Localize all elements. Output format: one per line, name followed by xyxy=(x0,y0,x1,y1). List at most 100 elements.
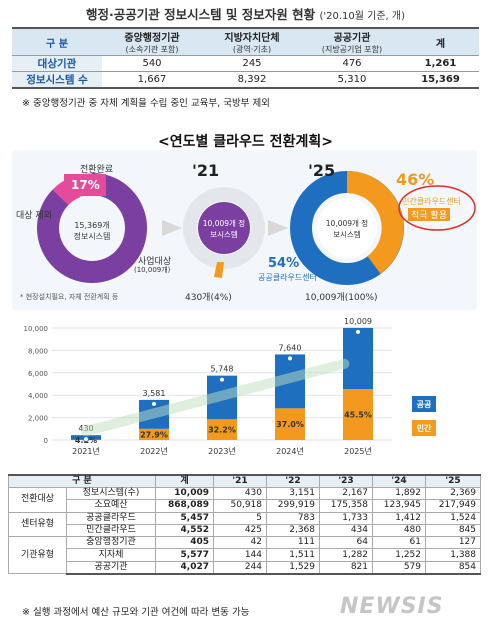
trend-arrow xyxy=(81,358,350,437)
summary-header-0: 구 분 xyxy=(12,27,102,56)
detail-note: ※ 실행 과정에서 예산 규모와 기관 여건에 따라 변동 가능 xyxy=(22,607,250,618)
table-cell: 2,369 xyxy=(425,486,481,501)
table-cell: 430 xyxy=(213,486,267,501)
table-cell: 783 xyxy=(266,511,320,525)
legend-label: 민간 xyxy=(417,423,432,433)
table-cell: 64 xyxy=(319,536,373,550)
y-tick-label: 6,000 xyxy=(28,370,48,378)
bar-private xyxy=(207,419,237,440)
row-group: 기관유형 xyxy=(8,536,67,575)
table-cell: 5,457 xyxy=(155,511,214,525)
legend-swatch xyxy=(412,420,436,436)
title-text: 행정·공공기관 정보시스템 및 정보자원 현황 xyxy=(85,7,316,22)
summary-row: 정보시스템 수 1,667 8,392 5,310 15,369 xyxy=(12,71,479,89)
summary-table: 구 분 중앙행정기관 (소속기관 포함) 지방자치단체 (광역·기초) 공공기관 (지… xyxy=(12,27,479,89)
table-cell: 127 xyxy=(425,536,481,550)
plan-title: <연도별 클라우드 전환계획> xyxy=(158,134,333,150)
bar-marker xyxy=(355,328,361,335)
detail-header: 구 분 xyxy=(8,474,156,488)
detail-header: '21 xyxy=(213,474,267,488)
donut-25-center-label: 10,009개 정보시스템 xyxy=(325,219,369,239)
table-cell: 434 xyxy=(319,523,373,538)
table-cell: 144 xyxy=(213,548,267,562)
summary-row: 대상기관 540 245 476 1,261 xyxy=(12,55,479,72)
summary-cell: 540 xyxy=(102,55,202,72)
x-tick-label: 2022년 xyxy=(140,446,168,456)
year-25-label: '25 xyxy=(308,161,336,180)
table-cell: 480 xyxy=(372,523,426,538)
summary-row-label: 대상기관 xyxy=(12,55,102,72)
bar-total-label: 7,640 xyxy=(279,343,302,352)
bar-total-label: 5,748 xyxy=(211,365,234,374)
summary-header-4: 계 xyxy=(402,27,479,56)
table-cell: 1,412 xyxy=(372,511,426,525)
table-cell: 1,733 xyxy=(319,511,373,525)
summary-cell: 1,667 xyxy=(102,71,202,89)
detail-table: 구 분 계 '21 '22 '23 '24 '25 전환대상 정보시스템(수) 10… xyxy=(8,474,481,575)
summary-cell: 15,369 xyxy=(402,71,479,89)
target-segment xyxy=(37,173,147,283)
summary-note: ※ 중앙행정기관 중 자체 계획을 수립 중인 교육부, 국방부 제외 xyxy=(22,98,270,109)
table-cell: 868,089 xyxy=(155,499,214,513)
table-cell: 5 xyxy=(213,511,267,525)
table-cell: 845 xyxy=(425,523,481,538)
table-cell: 299,919 xyxy=(266,499,320,513)
private-pct: 46% xyxy=(396,170,435,189)
table-cell: 61 xyxy=(372,536,426,550)
donut-21-center-label: 10,009개 정보시스템 xyxy=(202,219,246,239)
completed-label: 전환완료 xyxy=(80,165,114,175)
table-row: 센터유형 공공클라우드 5,457 5 783 1,733 1,412 1,524 xyxy=(8,511,481,538)
bar-private xyxy=(343,388,373,440)
bar-marker xyxy=(287,355,293,362)
table-cell: 4,552 xyxy=(155,523,214,538)
summary-header-2: 지방자치단체 (광역·기초) xyxy=(202,27,302,56)
table-cell: 217,949 xyxy=(425,499,481,513)
row-label: 지자체 xyxy=(66,548,156,562)
table-cell: 123,945 xyxy=(372,499,426,513)
table-cell: 425 xyxy=(213,523,267,538)
table-cell: 579 xyxy=(372,560,426,575)
y-tick-label: 0 xyxy=(44,437,48,445)
row-group: 전환대상 xyxy=(8,487,67,513)
target-sub: (10,009개) xyxy=(134,266,171,274)
row-label: 민간클라우드 xyxy=(66,523,156,538)
row-label: 공공클라우드 xyxy=(66,511,156,525)
x-tick-label: 2024년 xyxy=(276,446,304,456)
bar-private xyxy=(139,428,169,440)
table-cell: 821 xyxy=(319,560,373,575)
table-cell: 2,368 xyxy=(266,523,320,538)
year-21-label: '21 xyxy=(192,161,220,180)
donut-25-caption: 10,009개(100%) xyxy=(305,293,378,303)
table-row: 지자체 5,577 144 1,511 1,282 1,252 1,388 xyxy=(9,548,481,562)
table-cell: 3,151 xyxy=(266,486,320,501)
detail-header: '23 xyxy=(319,474,373,488)
page-title: 행정·공공기관 정보시스템 및 정보자원 현황 ('20.10월 기준, 개) xyxy=(0,4,491,23)
summary-cell: 245 xyxy=(202,55,302,72)
highlight-circle xyxy=(398,185,476,231)
arrow-icon xyxy=(162,220,182,236)
legend-label: 공공 xyxy=(417,400,432,409)
table-cell: 4,027 xyxy=(155,560,214,575)
table-row: 공공기관 4,027 244 1,529 821 579 854 xyxy=(9,560,481,575)
bar-marker xyxy=(219,376,225,383)
private-pct-label: 45.5% xyxy=(344,410,372,419)
table-row: 기관유형 중앙행정기관 405 42 111 64 61 127 xyxy=(8,536,481,575)
public-label: 공공클라우드센터 xyxy=(258,273,317,282)
table-row: 소요예산 868,089 50,918 299,919 175,358 123,945 21… xyxy=(9,499,481,513)
private-pct-label: 37.0% xyxy=(276,420,304,429)
target-label: 사업대상 xyxy=(138,257,172,267)
completed-box xyxy=(64,174,106,196)
detail-header: 계 xyxy=(155,474,214,488)
table-cell: 50,918 xyxy=(213,499,267,513)
bar-marker xyxy=(151,400,157,407)
private-pct-label: 32.2% xyxy=(208,426,236,435)
completed-pct: 17% xyxy=(71,178,100,192)
summary-header-1: 중앙행정기관 (소속기관 포함) xyxy=(102,27,202,56)
table-cell: 1,892 xyxy=(372,486,426,501)
table-cell: 1,524 xyxy=(425,511,481,525)
table-cell: 42 xyxy=(213,536,267,550)
row-label: 중앙행정기관 xyxy=(66,536,156,550)
detail-header: '25 xyxy=(425,474,481,488)
table-cell: 244 xyxy=(213,560,267,575)
table-cell: 1,529 xyxy=(266,560,320,575)
